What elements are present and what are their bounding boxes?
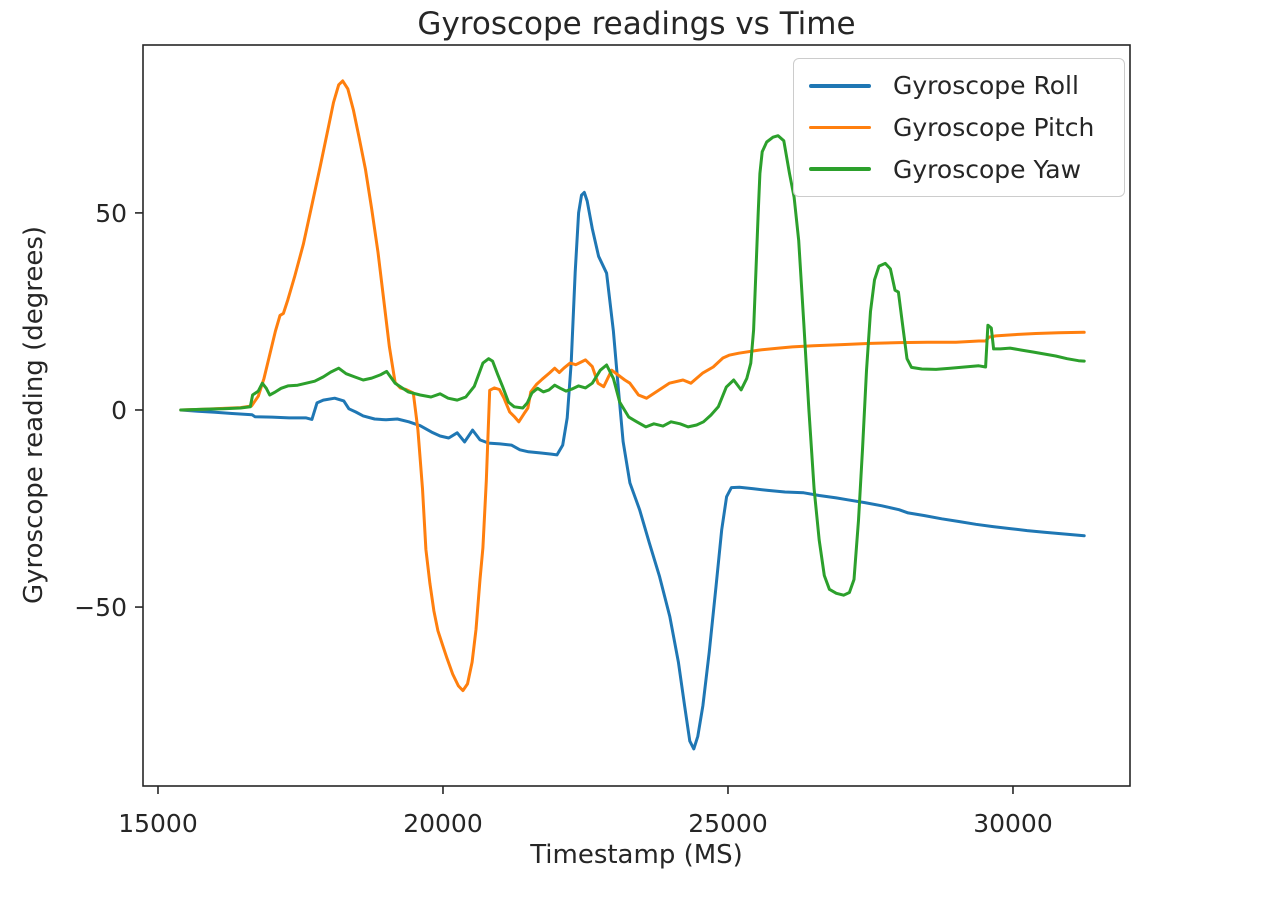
x-tick-label: 25000 — [688, 809, 768, 838]
y-tick-label: 0 — [111, 396, 127, 425]
x-tick-label: 30000 — [973, 809, 1053, 838]
x-tick-label: 20000 — [403, 809, 483, 838]
legend-item-yaw: Gyroscope Yaw — [794, 155, 1124, 184]
legend-item-roll: Gyroscope Roll — [794, 71, 1124, 100]
yaw-line-swatch — [809, 167, 871, 171]
legend-label-roll: Gyroscope Roll — [893, 71, 1079, 101]
legend-item-pitch: Gyroscope Pitch — [794, 113, 1124, 142]
series-line-gyroscope-roll — [179, 190, 1086, 751]
y-tick-label: −50 — [74, 593, 127, 622]
roll-line-swatch — [809, 84, 871, 88]
x-tick-label: 15000 — [118, 809, 198, 838]
legend-label-yaw: Gyroscope Yaw — [893, 154, 1082, 184]
series-line-gyroscope-pitch — [179, 79, 1086, 693]
plot-border — [142, 44, 1131, 787]
pitch-line-swatch — [809, 125, 871, 130]
legend-label-pitch: Gyroscope Pitch — [893, 112, 1095, 142]
legend: Gyroscope Roll Gyroscope Pitch Gyroscope… — [793, 58, 1125, 197]
series-line-gyroscope-yaw — [179, 134, 1086, 597]
x-axis-label: Timestamp (MS) — [530, 840, 743, 870]
y-tick-label: 50 — [95, 199, 127, 228]
y-axis-label: Gyroscope reading (degrees) — [19, 225, 49, 605]
chart-title: Gyroscope readings vs Time — [417, 6, 856, 42]
